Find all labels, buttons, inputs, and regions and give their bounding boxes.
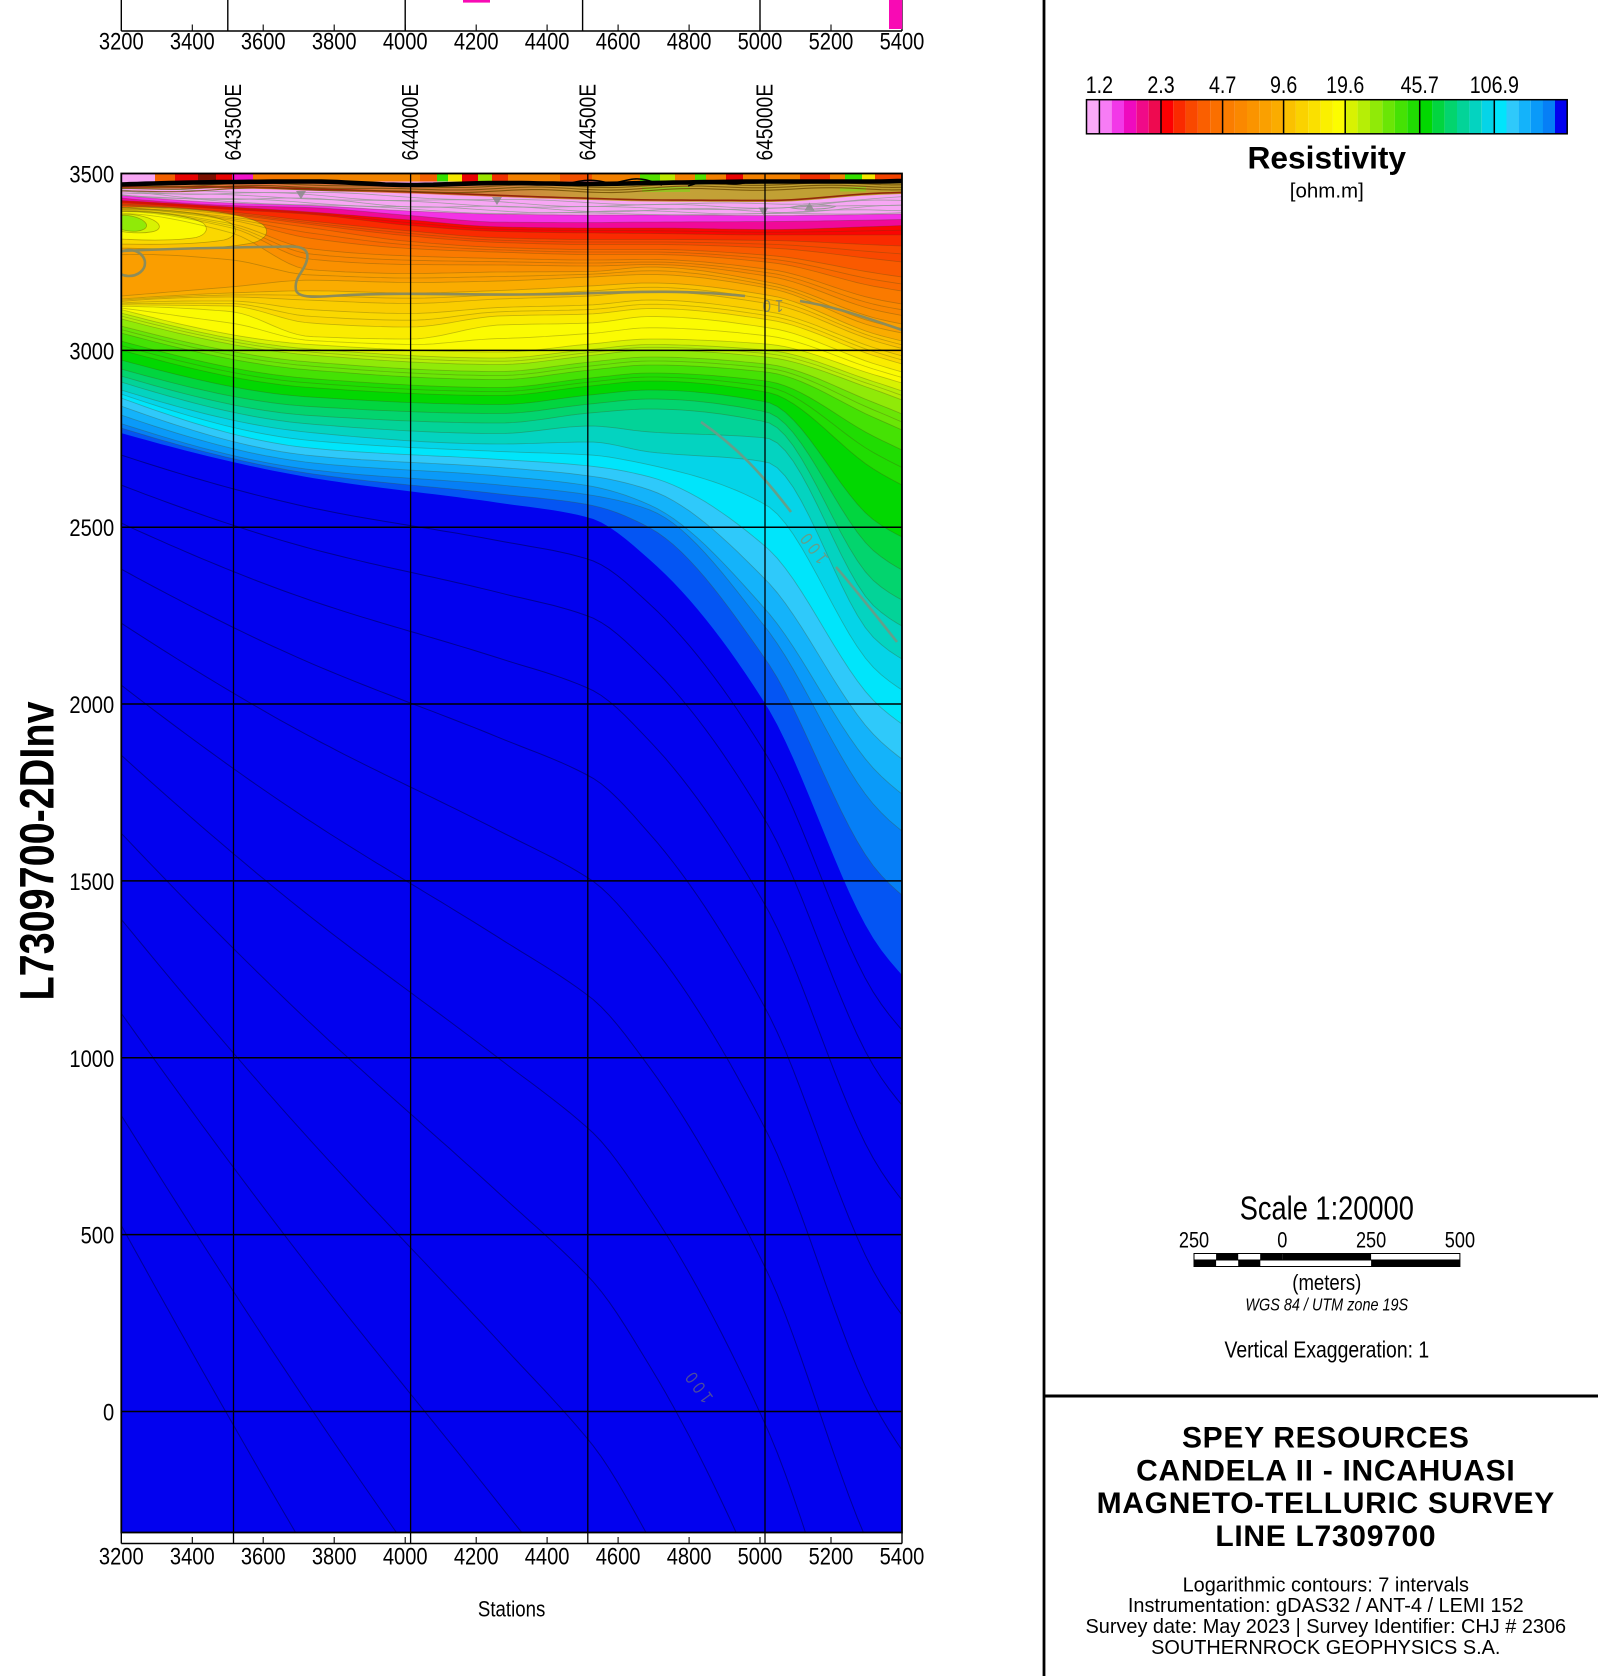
- svg-text:5200: 5200: [809, 28, 854, 55]
- svg-text:4800: 4800: [667, 28, 712, 55]
- svg-text:644000E: 644000E: [397, 84, 423, 161]
- svg-text:5000: 5000: [738, 1543, 783, 1570]
- svg-text:CANDELA II - INCAHUASI: CANDELA II - INCAHUASI: [1136, 1455, 1515, 1488]
- svg-text:Stations: Stations: [478, 1597, 545, 1622]
- svg-text:106.9: 106.9: [1470, 71, 1519, 98]
- svg-text:SOUTHERNROCK GEOPHYSICS S.A.: SOUTHERNROCK GEOPHYSICS S.A.: [1151, 1637, 1500, 1659]
- svg-text:2.3: 2.3: [1147, 71, 1174, 98]
- svg-text:4600: 4600: [596, 1543, 641, 1570]
- svg-text:MAGNETO-TELLURIC SURVEY: MAGNETO-TELLURIC SURVEY: [1097, 1487, 1555, 1520]
- svg-text:0: 0: [1277, 1229, 1287, 1253]
- svg-text:3500: 3500: [69, 161, 114, 188]
- svg-text:3800: 3800: [312, 28, 357, 55]
- svg-text:1 0: 1 0: [763, 296, 784, 316]
- svg-text:9.6: 9.6: [1270, 71, 1297, 98]
- svg-text:5000: 5000: [738, 28, 783, 55]
- svg-text:500: 500: [1445, 1229, 1475, 1253]
- svg-text:4200: 4200: [454, 28, 499, 55]
- svg-text:3600: 3600: [241, 28, 286, 55]
- svg-text:644500E: 644500E: [575, 84, 601, 161]
- svg-text:4400: 4400: [525, 1543, 570, 1570]
- svg-text:4.7: 4.7: [1209, 71, 1236, 98]
- svg-text:Logarithmic contours: 7 interv: Logarithmic contours: 7 intervals: [1183, 1575, 1469, 1597]
- svg-text:3800: 3800: [312, 1543, 357, 1570]
- svg-text:4200: 4200: [454, 1543, 499, 1570]
- svg-text:Resistivity: Resistivity: [1248, 140, 1407, 176]
- svg-text:1500: 1500: [69, 868, 114, 895]
- svg-text:3000: 3000: [69, 338, 114, 365]
- svg-text:[ohm.m]: [ohm.m]: [1290, 180, 1364, 203]
- svg-text:2500: 2500: [69, 514, 114, 541]
- svg-text:4400: 4400: [525, 28, 570, 55]
- svg-text:Scale 1:20000: Scale 1:20000: [1240, 1191, 1414, 1227]
- svg-text:3200: 3200: [99, 28, 144, 55]
- svg-text:3400: 3400: [170, 28, 215, 55]
- svg-text:SPEY RESOURCES: SPEY RESOURCES: [1182, 1422, 1470, 1455]
- svg-text:1000: 1000: [69, 1045, 114, 1072]
- svg-text:645000E: 645000E: [752, 84, 778, 161]
- svg-text:45.7: 45.7: [1401, 71, 1439, 98]
- svg-text:WGS 84 / UTM zone 19S: WGS 84 / UTM zone 19S: [1245, 1295, 1408, 1315]
- svg-text:Instrumentation: gDAS32 / ANT-: Instrumentation: gDAS32 / ANT-4 / LEMI 1…: [1128, 1595, 1524, 1617]
- svg-text:0: 0: [103, 1399, 114, 1426]
- svg-text:5400: 5400: [880, 28, 925, 55]
- svg-text:2000: 2000: [69, 691, 114, 718]
- svg-text:19.6: 19.6: [1326, 71, 1364, 98]
- svg-text:4800: 4800: [667, 1543, 712, 1570]
- svg-text:250: 250: [1179, 1229, 1209, 1253]
- svg-text:L7309700-2DInv: L7309700-2DInv: [11, 701, 64, 1000]
- svg-text:Vertical Exaggeration: 1: Vertical Exaggeration: 1: [1224, 1337, 1429, 1363]
- svg-text:3600: 3600: [241, 1543, 286, 1570]
- svg-text:4600: 4600: [596, 28, 641, 55]
- svg-text:3400: 3400: [170, 1543, 215, 1570]
- svg-text:5200: 5200: [809, 1543, 854, 1570]
- svg-text:(meters): (meters): [1292, 1270, 1361, 1295]
- svg-text:4000: 4000: [383, 1543, 428, 1570]
- svg-text:4000: 4000: [383, 28, 428, 55]
- svg-text:643500E: 643500E: [220, 84, 246, 161]
- svg-text:500: 500: [81, 1222, 115, 1249]
- svg-text:Survey date: May 2023 | Survey: Survey date: May 2023 | Survey Identifie…: [1086, 1616, 1567, 1638]
- svg-text:5400: 5400: [880, 1543, 925, 1570]
- svg-text:1.2: 1.2: [1086, 71, 1113, 98]
- svg-text:250: 250: [1356, 1229, 1386, 1253]
- svg-text:LINE L7309700: LINE L7309700: [1215, 1520, 1436, 1553]
- svg-text:3200: 3200: [99, 1543, 144, 1570]
